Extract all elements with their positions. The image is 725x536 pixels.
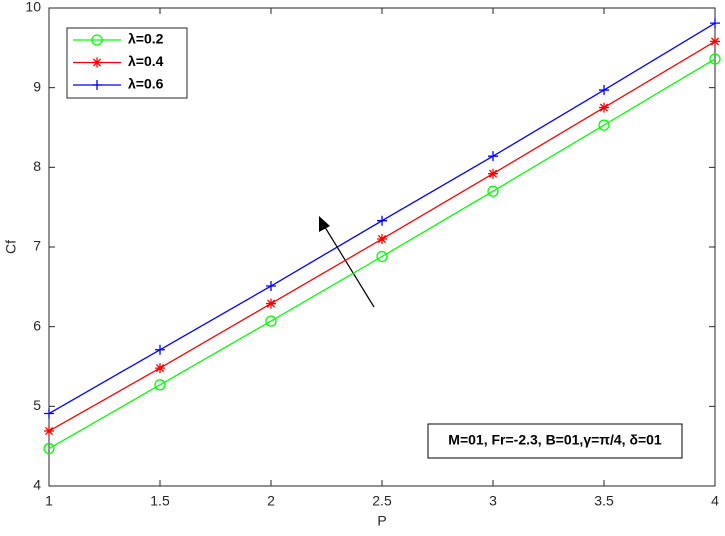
y-axis-label: Cf (3, 240, 19, 254)
data-point (154, 379, 166, 391)
legend-label: λ=0.2 (128, 31, 164, 47)
data-point (265, 315, 277, 327)
y-tick-label: 10 (25, 0, 41, 15)
data-point (266, 298, 276, 309)
legend-label: λ=0.4 (128, 53, 164, 69)
legend-marker (91, 34, 103, 46)
x-tick-label: 4 (711, 493, 719, 509)
data-point (377, 215, 387, 226)
annotation: M=01, Fr=-2.3, B=01,γ=π/4, δ=01 (448, 432, 662, 448)
y-tick-label: 8 (33, 158, 41, 174)
x-tick-label: 1 (45, 493, 53, 509)
data-point (155, 363, 165, 374)
data-point (599, 85, 609, 96)
trend-arrow-head (319, 216, 330, 232)
legend-marker (92, 57, 102, 68)
data-point (266, 281, 276, 292)
data-point (155, 344, 165, 355)
data-point (44, 426, 54, 437)
y-tick-label: 4 (33, 477, 41, 493)
data-point (710, 18, 720, 29)
annotation-box (427, 423, 683, 459)
data-point (43, 442, 55, 455)
data-point (710, 36, 720, 47)
series-line (48, 58, 716, 450)
trend-arrow (322, 223, 375, 308)
data-point (488, 168, 498, 179)
y-tick-label: 7 (33, 238, 41, 254)
x-tick-label: 2 (267, 493, 275, 509)
x-tick-label: 1.5 (150, 493, 170, 509)
data-point (376, 250, 388, 263)
data-point (599, 102, 609, 113)
y-tick-label: 6 (33, 317, 41, 333)
x-tick-label: 2.5 (372, 493, 392, 509)
legend-marker (92, 80, 102, 90)
data-point (488, 151, 498, 162)
data-point (598, 119, 610, 131)
data-point (377, 234, 387, 245)
data-point (709, 53, 721, 65)
data-point (44, 408, 54, 419)
data-point (487, 185, 499, 197)
x-tick-label: 3.5 (594, 493, 614, 509)
y-tick-label: 5 (33, 397, 41, 413)
legend-label: λ=0.6 (128, 76, 164, 92)
x-axis-label: P (377, 513, 386, 529)
y-tick-label: 9 (33, 78, 41, 94)
x-tick-label: 3 (489, 493, 497, 509)
